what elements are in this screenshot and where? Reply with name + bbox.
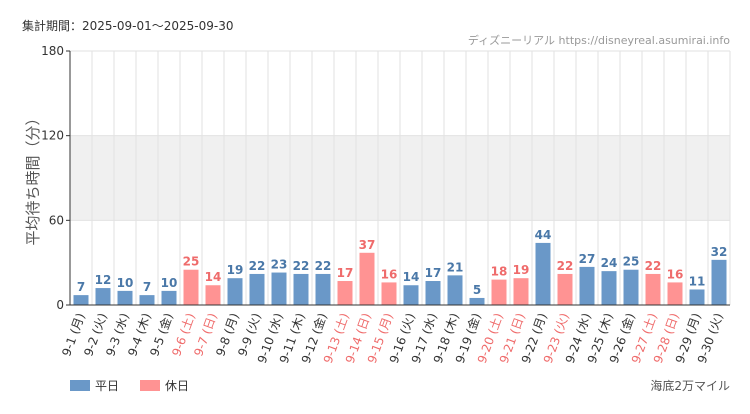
y-tick-label: 0: [56, 298, 64, 312]
x-axis: 9-1 (月)9-2 (火)9-3 (水)9-4 (木)9-5 (金)9-6 (…: [59, 304, 730, 365]
value-label: 7: [77, 280, 85, 294]
legend-swatch-weekday: [70, 380, 90, 391]
value-label: 22: [249, 259, 266, 273]
bar: [535, 242, 551, 305]
legend-swatch-holiday: [140, 380, 160, 391]
bar: [315, 273, 331, 305]
grid-lines: [69, 50, 731, 306]
bar: [601, 271, 617, 305]
value-label: 37: [359, 238, 376, 252]
value-label: 32: [711, 245, 728, 259]
bar: [403, 285, 419, 305]
bar: [271, 272, 287, 305]
source-label: ディズニーリアル https://disneyreal.asumirai.inf…: [468, 33, 730, 47]
value-label: 16: [667, 267, 684, 281]
value-label: 14: [205, 270, 222, 284]
value-label: 11: [689, 274, 706, 288]
value-label: 19: [227, 263, 244, 277]
y-tick-label: 120: [41, 129, 64, 143]
value-label: 22: [315, 259, 332, 273]
value-label: 10: [161, 276, 178, 290]
bar: [95, 288, 111, 305]
bar: [139, 295, 155, 305]
value-label: 18: [491, 265, 508, 279]
value-label: 22: [293, 259, 310, 273]
bar: [689, 289, 705, 305]
y-axis: 0 60 120 180: [41, 44, 71, 312]
value-label: 14: [403, 270, 420, 284]
bar: [161, 290, 177, 305]
legend-label-holiday: 休日: [165, 379, 189, 393]
bars: [73, 242, 727, 305]
value-label: 21: [447, 260, 464, 274]
value-label: 16: [381, 267, 398, 281]
bar: [513, 278, 529, 305]
bar: [425, 281, 441, 305]
value-label: 10: [117, 276, 134, 290]
bar: [579, 266, 595, 305]
bar: [183, 269, 199, 305]
value-label: 22: [557, 259, 574, 273]
period-label: 集計期間：2025-09-01～2025-09-30: [22, 18, 233, 33]
bar: [469, 297, 485, 305]
value-label: 22: [645, 259, 662, 273]
y-axis-title: 平均待ち時間（分）: [24, 110, 42, 245]
bar: [227, 278, 243, 305]
value-label: 12: [95, 273, 112, 287]
footer-credit: 海底2万マイル: [650, 378, 730, 393]
bar: [293, 273, 309, 305]
value-label: 25: [623, 255, 640, 269]
legend-label-weekday: 平日: [95, 379, 119, 393]
value-labels: 7 12 10 7 10 25 14 19 22 23 22 22 17 37 16 14 17 21 5 18 19 4…: [77, 228, 728, 297]
bar: [73, 295, 89, 305]
value-label: 17: [337, 266, 354, 280]
bar: [447, 275, 463, 305]
bar: [491, 279, 507, 305]
y-tick-label: 60: [49, 213, 64, 227]
bar: [711, 259, 727, 305]
bar: [645, 273, 661, 305]
y-tick-label: 180: [41, 44, 64, 58]
legend: 平日 休日: [70, 379, 189, 393]
bar: [557, 273, 573, 305]
bar: [623, 269, 639, 305]
value-label: 25: [183, 255, 200, 269]
bar: [381, 282, 397, 305]
bar: [337, 281, 353, 305]
value-label: 24: [601, 256, 618, 270]
value-label: 17: [425, 266, 442, 280]
value-label: 19: [513, 263, 530, 277]
bar: [249, 273, 265, 305]
bar: [667, 282, 683, 305]
value-label: 44: [535, 228, 552, 242]
value-label: 27: [579, 252, 596, 266]
value-label: 7: [143, 280, 151, 294]
value-label: 23: [271, 258, 288, 272]
bar: [359, 252, 375, 305]
value-label: 5: [473, 283, 481, 297]
bar: [117, 290, 133, 305]
bar: [205, 285, 221, 305]
